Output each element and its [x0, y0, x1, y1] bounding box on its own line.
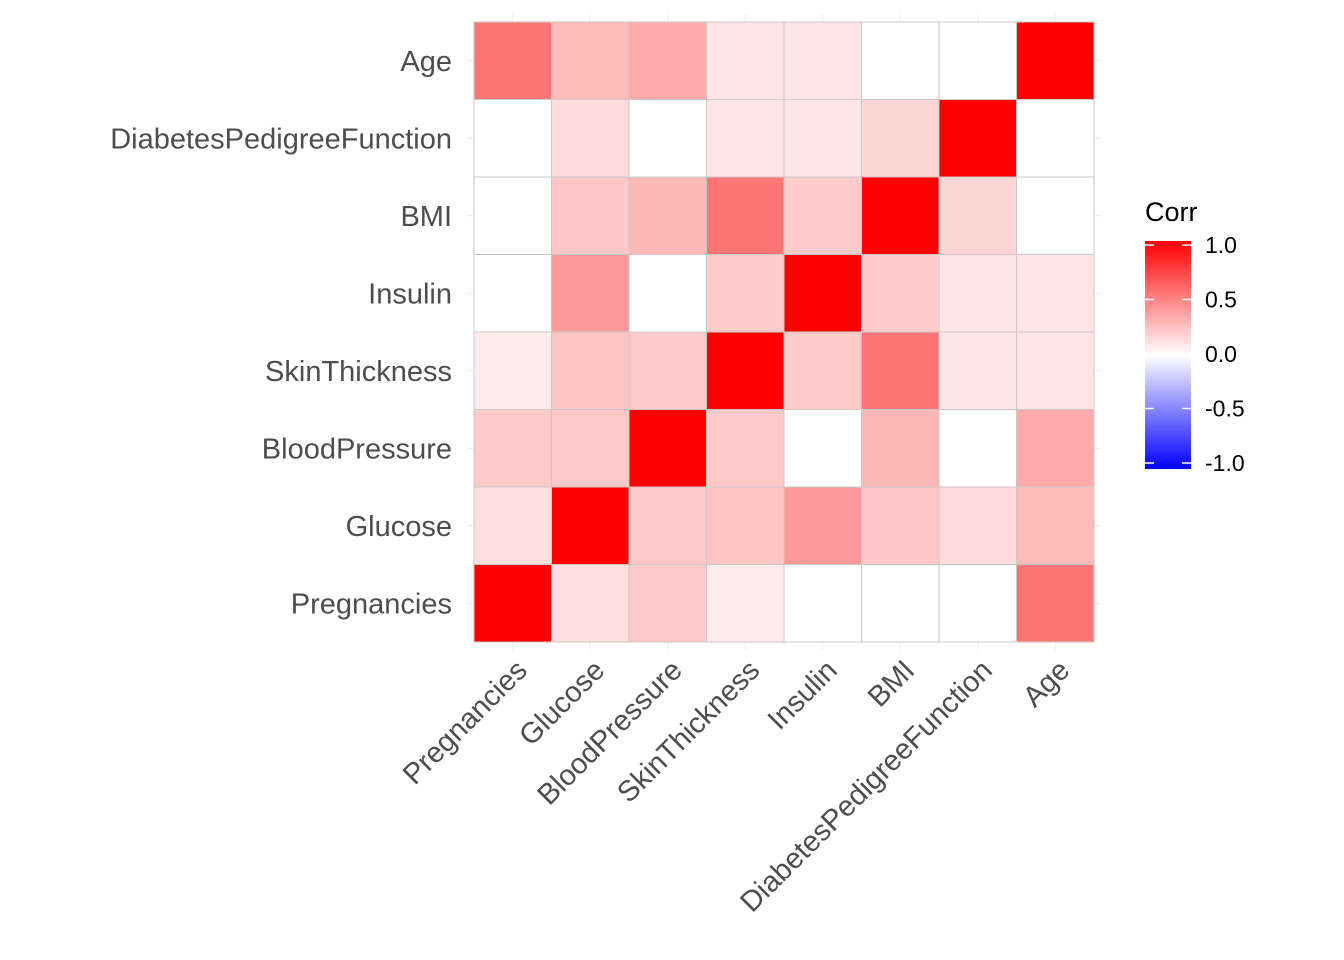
y-tick-label: BMI: [400, 201, 452, 233]
heatmap-cell: [938, 176, 1017, 255]
heatmap-cell: [861, 486, 940, 565]
y-tick-label: Insulin: [368, 278, 452, 310]
legend-colorbar: [1145, 241, 1191, 469]
heatmap-cell: [861, 99, 940, 178]
y-tick-label: Glucose: [346, 511, 452, 543]
heatmap-cell: [783, 254, 862, 333]
heatmap-cell: [706, 486, 785, 565]
heatmap-cell: [551, 254, 630, 333]
legend-title: Corr: [1145, 197, 1198, 227]
heatmap-cell: [628, 176, 707, 255]
heatmap-cell: [551, 331, 630, 410]
legend: Corr 1.0 0.5 0.0 -0.5 -1.0: [1145, 197, 1245, 476]
heatmap-cell: [783, 486, 862, 565]
x-tick-label: SkinThickness: [611, 654, 766, 809]
heatmap-cell: [861, 409, 940, 488]
heatmap-cell: [706, 331, 785, 410]
y-tick-label: Age: [400, 46, 452, 78]
heatmap-cell: [551, 409, 630, 488]
legend-ticks: 1.0 0.5 0.0 -0.5 -1.0: [1145, 232, 1245, 476]
heatmap-cell: [551, 21, 630, 100]
heatmap-cell: [783, 409, 862, 488]
heatmap-cell: [473, 99, 552, 178]
y-tick-label: SkinThickness: [265, 356, 452, 388]
legend-tick-label: 0.0: [1205, 341, 1237, 367]
legend-tick-label: 1.0: [1205, 232, 1237, 258]
heatmap-cell: [628, 486, 707, 565]
heatmap-cell: [861, 254, 940, 333]
heatmap-cell: [938, 21, 1017, 100]
x-tick-label: Pregnancies: [397, 654, 534, 791]
heatmap-cell: [473, 409, 552, 488]
heatmap-cell: [706, 564, 785, 643]
heatmap-cell: [706, 254, 785, 333]
heatmap-cell: [628, 21, 707, 100]
heatmap-cell: [473, 176, 552, 255]
heatmap-cell: [628, 99, 707, 178]
heatmap-cell: [628, 254, 707, 333]
heatmap-cell: [706, 99, 785, 178]
heatmap-cell: [938, 409, 1017, 488]
heatmap-cell: [551, 564, 630, 643]
legend-tick-label: 0.5: [1205, 287, 1237, 313]
heatmap-cell: [938, 486, 1017, 565]
heatmap-cell: [473, 486, 552, 565]
y-axis-labels: Pregnancies Glucose BloodPressure SkinThick…: [110, 46, 452, 621]
heatmap-cell: [783, 99, 862, 178]
x-axis-labels: PregnanciesGlucoseBloodPressureSkinThick…: [397, 654, 1076, 918]
heatmap-cell: [938, 564, 1017, 643]
heatmap-cell: [938, 331, 1017, 410]
heatmap-cell: [861, 176, 940, 255]
heatmap-cell: [473, 564, 552, 643]
heatmap-cell: [628, 564, 707, 643]
heatmap-cell: [1016, 99, 1095, 178]
heatmap-cell: [1016, 564, 1095, 643]
legend-tick-label: -0.5: [1205, 396, 1245, 422]
heatmap-cell: [706, 21, 785, 100]
heatmap-cell: [1016, 254, 1095, 333]
legend-tick-label: -1.0: [1205, 450, 1245, 476]
x-tick-label: Insulin: [762, 654, 844, 736]
heatmap-cell: [473, 331, 552, 410]
heatmap-cell: [1016, 176, 1095, 255]
heatmap-cell: [473, 21, 552, 100]
heatmap-cell: [783, 176, 862, 255]
heatmap-cell: [628, 409, 707, 488]
heatmap-cell: [1016, 409, 1095, 488]
heatmap-cell: [783, 331, 862, 410]
y-tick-label: Pregnancies: [291, 588, 452, 620]
heatmap-cell: [551, 99, 630, 178]
heatmap-cell: [861, 564, 940, 643]
heatmap-cell: [1016, 21, 1095, 100]
heatmap-cell: [473, 254, 552, 333]
heatmap-cell: [938, 254, 1017, 333]
heatmap-cell: [861, 331, 940, 410]
heatmap-cell: [783, 564, 862, 643]
heatmap-cell: [551, 176, 630, 255]
heatmap-cell: [706, 176, 785, 255]
heatmap-cell: [551, 486, 630, 565]
y-tick-label: BloodPressure: [262, 433, 452, 465]
y-tick-label: DiabetesPedigreeFunction: [110, 123, 452, 155]
heatmap-cell: [1016, 486, 1095, 565]
x-tick-label: BMI: [862, 654, 921, 713]
heatmap-cell: [706, 409, 785, 488]
heatmap-cell: [628, 331, 707, 410]
heatmap-cell: [861, 21, 940, 100]
heatmap-cells: [473, 21, 1095, 643]
heatmap-cell: [938, 99, 1017, 178]
heatmap-cell: [1016, 331, 1095, 410]
heatmap-cell: [783, 21, 862, 100]
x-tick-label: Age: [1017, 654, 1076, 713]
